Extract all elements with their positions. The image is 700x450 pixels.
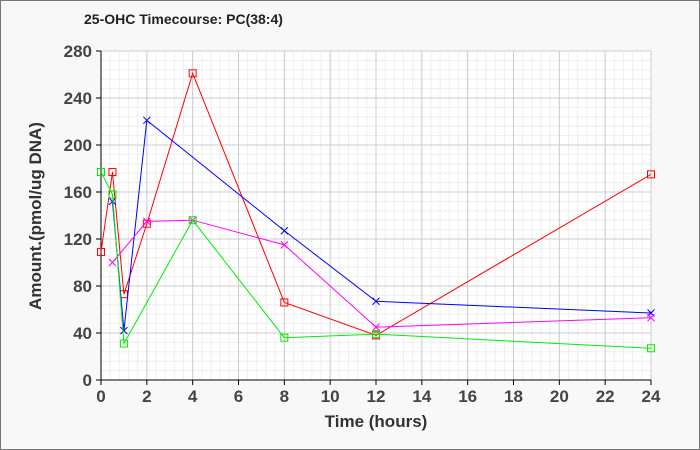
data-point-green xyxy=(108,190,117,199)
x-tick-label: 6 xyxy=(234,387,243,406)
data-point-magenta xyxy=(142,217,151,226)
y-tick-label: 280 xyxy=(64,42,92,61)
data-point-magenta xyxy=(280,241,289,249)
data-point-green xyxy=(119,339,128,348)
y-tick-label: 0 xyxy=(83,371,92,390)
x-axis-label: Time (hours) xyxy=(325,412,428,431)
axes: 0 2 4 6 8 10 12 14 16 18 20 22 240408012016020024028… xyxy=(64,42,661,406)
data-point-red xyxy=(188,69,197,78)
y-tick-label: 200 xyxy=(64,136,92,155)
x-tick-label: 18 xyxy=(504,387,523,406)
x-tick-label: 8 xyxy=(280,387,289,406)
data-point-red xyxy=(647,170,655,179)
x-tick-label: 2 xyxy=(142,387,151,406)
series-layer xyxy=(97,69,655,353)
data-point-red xyxy=(97,247,105,256)
data-point-red xyxy=(280,298,289,307)
data-point-blue xyxy=(120,326,128,335)
data-point-green xyxy=(647,344,655,353)
y-tick-label: 160 xyxy=(64,183,92,202)
data-point-green xyxy=(280,333,289,342)
x-tick-label: 12 xyxy=(367,387,386,406)
grid xyxy=(100,50,652,381)
x-tick-label: 20 xyxy=(550,387,569,406)
data-point-blue xyxy=(142,116,151,125)
y-tick-label: 80 xyxy=(73,277,92,296)
data-point-green xyxy=(188,216,197,225)
y-tick-label: 40 xyxy=(73,324,92,343)
x-tick-label: 16 xyxy=(458,387,477,406)
data-point-red xyxy=(142,219,151,228)
x-tick-label: 0 xyxy=(96,387,105,406)
data-point-blue xyxy=(372,297,380,306)
chart-title: 25-OHC Timecourse: PC(38:4) xyxy=(84,11,283,27)
series-line-red xyxy=(100,71,652,336)
data-point-magenta xyxy=(108,258,117,267)
data-point-magenta xyxy=(647,313,655,322)
y-axis-label: Amount.(pmol/ug DNA) xyxy=(26,122,45,310)
x-tick-label: 22 xyxy=(596,387,615,406)
data-point-red xyxy=(108,168,117,177)
series-line-blue xyxy=(111,119,652,331)
series-line-green xyxy=(100,171,652,349)
y-tick-label: 120 xyxy=(64,230,92,249)
data-point-blue xyxy=(108,197,117,206)
data-point-blue xyxy=(280,226,289,235)
y-tick-label: 240 xyxy=(64,89,92,108)
x-tick-label: 14 xyxy=(412,387,431,406)
data-point-magenta xyxy=(372,323,380,331)
series-line-magenta xyxy=(112,219,652,328)
x-tick-label: 4 xyxy=(188,387,198,406)
x-tick-label: 10 xyxy=(321,387,340,406)
x-tick-label: 24 xyxy=(642,387,661,406)
data-point-green xyxy=(372,330,380,339)
data-point-green xyxy=(97,168,105,177)
